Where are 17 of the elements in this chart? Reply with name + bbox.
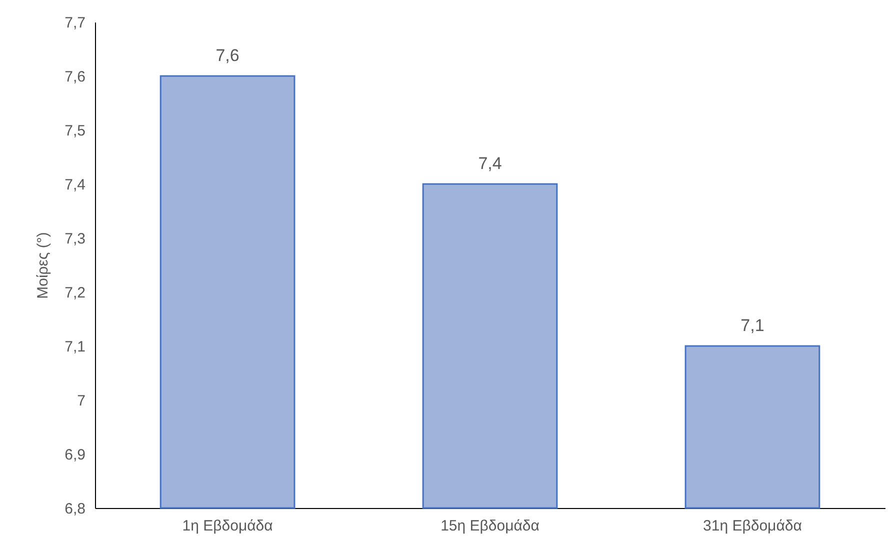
x-tick-label: 31η Εβδομάδα [703, 518, 802, 534]
y-tick-label: 7 [77, 392, 86, 410]
x-tick-label: 15η Εβδομάδα [440, 518, 540, 534]
y-tick-label: 7,1 [64, 338, 86, 356]
x-tick-label: 1η Εβδομάδα [182, 518, 274, 534]
y-tick-label: 7,5 [64, 122, 86, 140]
y-tick-label: 7,2 [64, 284, 86, 302]
data-label: 7,1 [740, 316, 764, 335]
y-tick-label: 7,6 [64, 68, 86, 86]
data-label: 7,6 [216, 46, 240, 65]
y-axis-title: Μοίρες (°) [34, 232, 52, 299]
y-tick-label: 7,3 [64, 230, 86, 248]
y-tick-label: 7,7 [64, 14, 86, 32]
y-tick-label: 7,4 [64, 176, 86, 194]
y-tick-label: 6,9 [64, 446, 86, 464]
y-tick-label: 6,8 [64, 500, 86, 518]
data-label: 7,4 [478, 154, 502, 173]
